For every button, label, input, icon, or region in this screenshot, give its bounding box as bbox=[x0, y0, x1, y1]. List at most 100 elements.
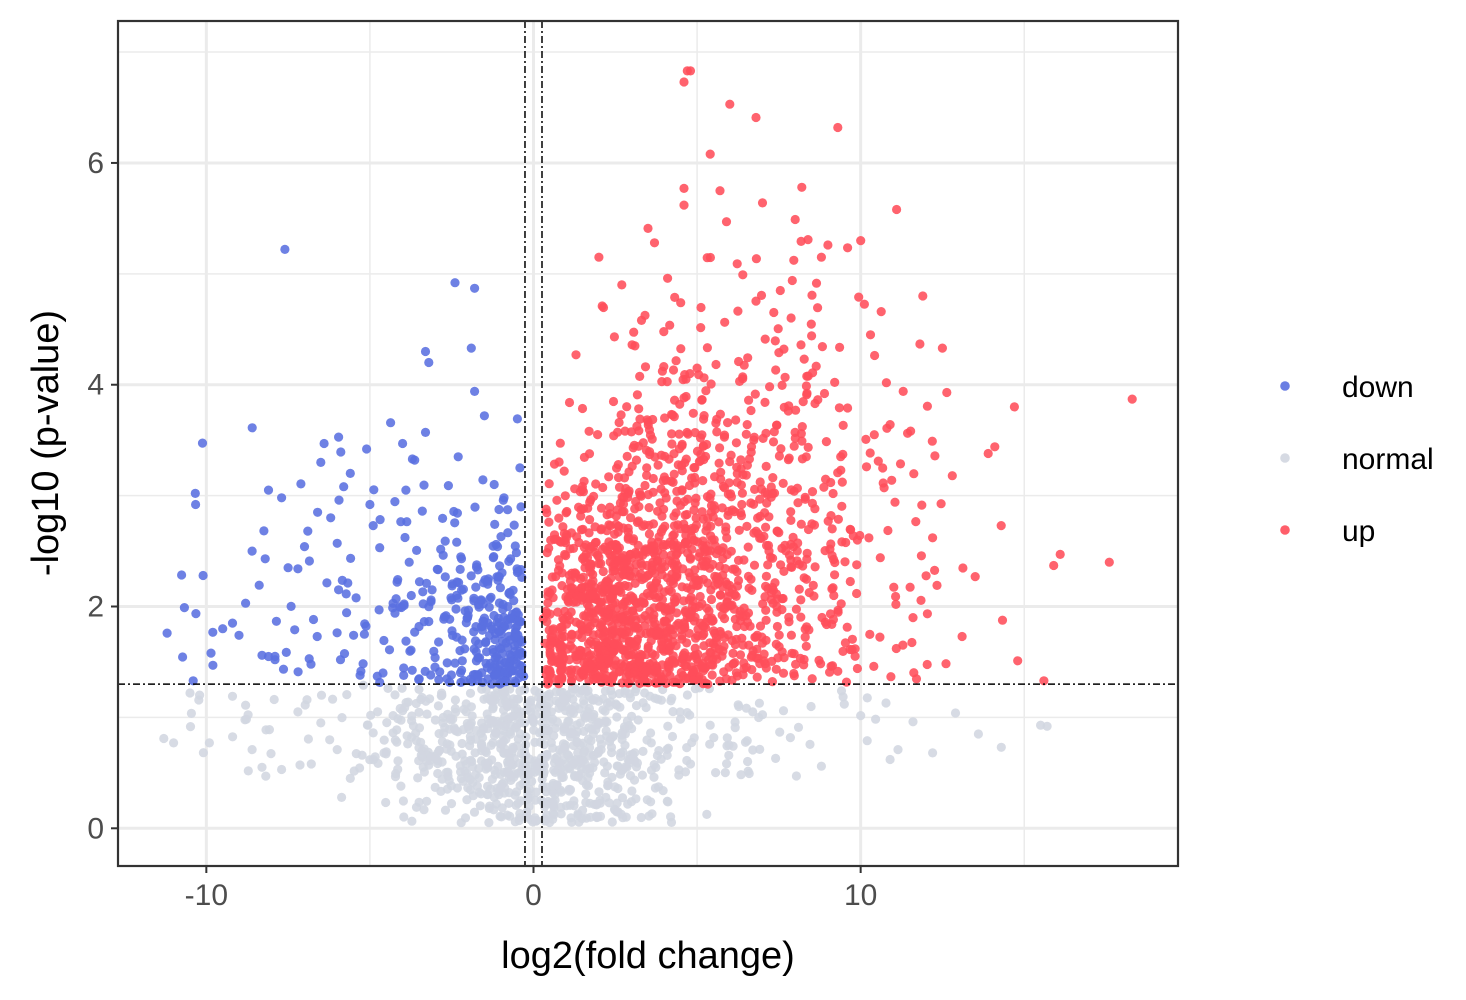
normal-point bbox=[345, 773, 355, 784]
up-point bbox=[746, 405, 756, 416]
up-point bbox=[827, 524, 837, 534]
down-point bbox=[337, 575, 347, 586]
normal-point bbox=[416, 750, 426, 760]
up-point bbox=[841, 537, 851, 548]
up-point bbox=[876, 307, 886, 317]
down-point bbox=[494, 598, 504, 608]
normal-point bbox=[571, 755, 581, 765]
normal-point bbox=[392, 725, 402, 735]
up-point bbox=[908, 613, 918, 623]
up-point bbox=[932, 580, 942, 591]
up-point bbox=[708, 615, 718, 626]
down-point bbox=[452, 537, 462, 547]
up-point bbox=[703, 546, 713, 556]
up-point bbox=[719, 432, 730, 442]
up-point bbox=[842, 622, 852, 632]
up-point bbox=[761, 571, 772, 581]
up-point bbox=[609, 431, 619, 441]
up-point bbox=[865, 629, 875, 640]
down-point bbox=[443, 481, 453, 491]
up-point bbox=[714, 458, 724, 468]
normal-point bbox=[456, 767, 466, 777]
normal-point bbox=[534, 688, 545, 698]
normal-point bbox=[451, 726, 461, 736]
normal-point bbox=[390, 735, 400, 745]
up-point bbox=[834, 403, 845, 413]
down-point bbox=[218, 624, 228, 634]
normal-point bbox=[658, 786, 668, 796]
up-point bbox=[698, 441, 708, 451]
normal-point bbox=[247, 745, 257, 755]
up-point bbox=[760, 334, 770, 344]
up-point bbox=[583, 607, 594, 617]
normal-point bbox=[722, 759, 732, 769]
up-point bbox=[761, 522, 771, 532]
up-point bbox=[656, 672, 666, 682]
normal-point bbox=[277, 764, 287, 775]
up-point bbox=[737, 499, 747, 510]
normal-point bbox=[544, 689, 555, 699]
up-point bbox=[788, 532, 798, 543]
down-point bbox=[463, 612, 473, 623]
up-point bbox=[577, 632, 587, 643]
up-point bbox=[850, 651, 860, 661]
normal-point bbox=[577, 813, 587, 824]
normal-point bbox=[488, 716, 498, 726]
up-point bbox=[642, 470, 652, 480]
normal-point bbox=[610, 782, 620, 792]
up-point bbox=[690, 498, 700, 508]
up-point bbox=[669, 469, 679, 479]
down-point bbox=[345, 468, 355, 478]
down-point bbox=[457, 656, 467, 666]
normal-point bbox=[459, 704, 469, 714]
y-tick-label: 2 bbox=[87, 591, 104, 624]
down-point bbox=[436, 544, 446, 554]
up-point bbox=[622, 451, 632, 461]
down-point bbox=[254, 580, 264, 590]
normal-point bbox=[816, 761, 827, 771]
up-point bbox=[890, 497, 900, 507]
up-point bbox=[825, 667, 835, 677]
up-point bbox=[715, 626, 725, 637]
up-point bbox=[678, 375, 688, 385]
normal-point bbox=[397, 683, 407, 693]
up-point bbox=[761, 615, 771, 625]
normal-point bbox=[363, 720, 373, 730]
up-point bbox=[596, 661, 607, 671]
up-point bbox=[622, 555, 632, 566]
up-point bbox=[789, 668, 799, 679]
down-point bbox=[308, 614, 319, 625]
up-point bbox=[598, 302, 609, 313]
up-point bbox=[632, 421, 642, 431]
down-point bbox=[482, 647, 492, 657]
normal-point bbox=[515, 808, 525, 819]
normal-point bbox=[437, 757, 447, 767]
up-point bbox=[763, 560, 773, 570]
up-point bbox=[852, 560, 862, 570]
up-point bbox=[666, 577, 676, 587]
down-point bbox=[438, 513, 448, 524]
down-point bbox=[471, 562, 482, 572]
up-point bbox=[723, 418, 733, 428]
normal-point bbox=[411, 802, 422, 812]
up-point bbox=[906, 426, 916, 436]
normal-point bbox=[806, 701, 816, 712]
normal-point bbox=[928, 748, 938, 758]
up-point bbox=[821, 437, 832, 447]
up-point bbox=[644, 529, 655, 539]
down-point bbox=[420, 346, 431, 357]
up-point bbox=[755, 621, 766, 631]
up-point bbox=[886, 672, 896, 682]
up-point bbox=[541, 606, 551, 617]
normal-point bbox=[566, 727, 576, 737]
up-point bbox=[672, 496, 682, 506]
up-point bbox=[822, 619, 832, 630]
down-point bbox=[241, 598, 251, 608]
up-point bbox=[701, 556, 711, 567]
up-point bbox=[786, 507, 796, 517]
normal-point bbox=[996, 742, 1006, 752]
up-point bbox=[660, 413, 670, 423]
down-point bbox=[470, 502, 480, 512]
normal-point bbox=[627, 786, 637, 796]
normal-point bbox=[495, 769, 506, 780]
